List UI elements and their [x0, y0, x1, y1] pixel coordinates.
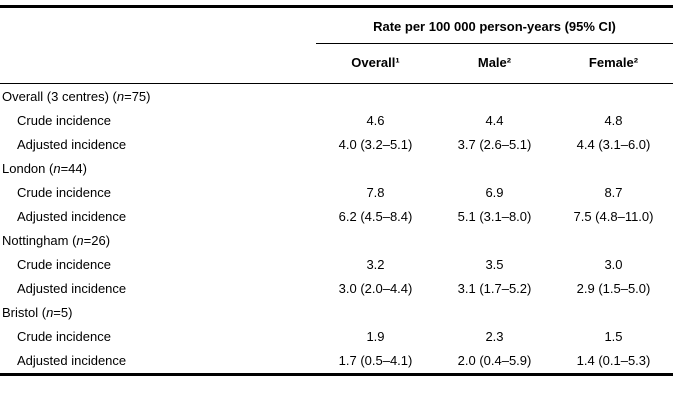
- value-female: 4.4 (3.1–6.0): [576, 136, 651, 152]
- value-overall: 6.2 (4.5–8.4): [338, 208, 413, 224]
- group-row-bristol: Bristol (n=5): [0, 300, 673, 324]
- value-overall: 4.6: [366, 112, 385, 128]
- column-header-female: Female²: [588, 55, 639, 70]
- column-header-row: Overall¹ Male² Female²: [0, 44, 673, 83]
- value-overall: 4.0 (3.2–5.1): [338, 136, 413, 152]
- table-row: Adjusted incidence 4.0 (3.2–5.1) 3.7 (2.…: [0, 132, 673, 156]
- value-male: 3.1 (1.7–5.2): [457, 280, 532, 296]
- value-female: 7.5 (4.8–11.0): [573, 208, 654, 224]
- table-row: Adjusted incidence 6.2 (4.5–8.4) 5.1 (3.…: [0, 204, 673, 228]
- value-male: 2.3: [485, 328, 504, 344]
- bottom-rule: [0, 373, 673, 376]
- row-label: Crude incidence: [17, 184, 111, 200]
- value-overall: 7.8: [366, 184, 385, 200]
- row-label: Adjusted incidence: [17, 208, 127, 224]
- table-row: Crude incidence 4.6 4.4 4.8: [0, 108, 673, 132]
- value-overall: 1.9: [366, 328, 385, 344]
- value-female: 8.7: [604, 184, 623, 200]
- table-row: Crude incidence 3.2 3.5 3.0: [0, 252, 673, 276]
- row-label: Crude incidence: [17, 256, 111, 272]
- column-header-male: Male²: [477, 55, 512, 70]
- spanner-header-row: Rate per 100 000 person-years (95% CI): [0, 8, 673, 44]
- header-rule: [0, 83, 673, 84]
- value-female: 4.8: [604, 112, 623, 128]
- spanner-header: Rate per 100 000 person-years (95% CI): [316, 8, 673, 44]
- group-label: London (n=44): [2, 160, 87, 176]
- value-female: 2.9 (1.5–5.0): [576, 280, 651, 296]
- table-row: Adjusted incidence 3.0 (2.0–4.4) 3.1 (1.…: [0, 276, 673, 300]
- column-header-overall: Overall¹: [351, 55, 400, 70]
- value-male: 5.1 (3.1–8.0): [457, 208, 532, 224]
- group-row-overall: Overall (3 centres) (n=75): [0, 84, 673, 108]
- group-row-london: London (n=44): [0, 156, 673, 180]
- value-female: 1.4 (0.1–5.3): [576, 352, 651, 368]
- value-female: 1.5: [604, 328, 623, 344]
- value-male: 3.7 (2.6–5.1): [457, 136, 532, 152]
- group-label: Overall (3 centres) (n=75): [2, 88, 151, 104]
- value-male: 4.4: [485, 112, 504, 128]
- row-label: Crude incidence: [17, 328, 111, 344]
- value-overall: 1.7 (0.5–4.1): [338, 352, 413, 368]
- row-label: Adjusted incidence: [17, 352, 127, 368]
- table-row: Adjusted incidence 1.7 (0.5–4.1) 2.0 (0.…: [0, 348, 673, 372]
- group-row-nottingham: Nottingham (n=26): [0, 228, 673, 252]
- group-label: Bristol (n=5): [2, 304, 73, 320]
- table-row: Crude incidence 1.9 2.3 1.5: [0, 324, 673, 348]
- row-label: Adjusted incidence: [17, 136, 127, 152]
- group-label: Nottingham (n=26): [2, 232, 111, 248]
- top-rule: [0, 5, 673, 8]
- table-row: Crude incidence 7.8 6.9 8.7: [0, 180, 673, 204]
- row-label: Adjusted incidence: [17, 280, 127, 296]
- value-male: 3.5: [485, 256, 504, 272]
- value-male: 2.0 (0.4–5.9): [457, 352, 532, 368]
- value-overall: 3.2: [366, 256, 385, 272]
- value-male: 6.9: [485, 184, 504, 200]
- value-female: 3.0: [604, 256, 623, 272]
- row-label: Crude incidence: [17, 112, 111, 128]
- value-overall: 3.0 (2.0–4.4): [338, 280, 413, 296]
